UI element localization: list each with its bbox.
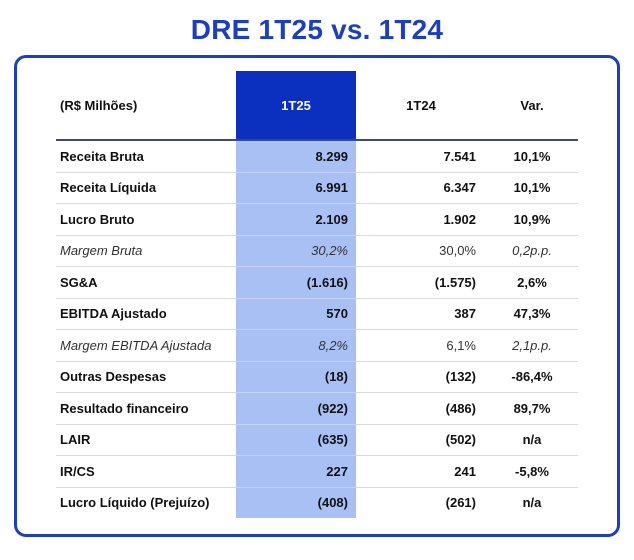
value-1t24: (132)	[356, 361, 486, 393]
value-1t24: 1.902	[356, 203, 486, 236]
header-1t25: 1T25	[236, 71, 356, 141]
table-row: Lucro Bruto 2.109 1.902 10,9%	[56, 203, 578, 236]
value-variation: n/a	[486, 424, 578, 456]
value-1t25: (922)	[236, 392, 356, 425]
value-variation: 10,1%	[486, 172, 578, 204]
header-units: (R$ Milhões)	[56, 71, 236, 141]
row-label: EBITDA Ajustado	[56, 298, 236, 330]
value-variation: 0,2p.p.	[486, 235, 578, 267]
value-variation: 2,1p.p.	[486, 329, 578, 362]
value-1t24: 30,0%	[356, 235, 486, 267]
table-row: Resultado financeiro (922) (486) 89,7%	[56, 392, 578, 425]
value-1t25: (635)	[236, 424, 356, 456]
table-row: Outras Despesas (18) (132) -86,4%	[56, 361, 578, 393]
income-statement-table: (R$ Milhões) 1T25 1T24 Var. Receita Brut…	[56, 71, 578, 518]
value-variation: 10,9%	[486, 203, 578, 236]
table-frame	[14, 55, 620, 537]
value-1t24: (486)	[356, 392, 486, 425]
value-1t24: 387	[356, 298, 486, 330]
value-variation: 10,1%	[486, 140, 578, 173]
table-row: IR/CS 227 241 -5,8%	[56, 455, 578, 488]
row-label: Margem Bruta	[56, 235, 236, 267]
value-1t25: (1.616)	[236, 266, 356, 299]
value-1t25: 2.109	[236, 203, 356, 236]
row-label: LAIR	[56, 424, 236, 456]
value-1t25: 570	[236, 298, 356, 330]
table-row: Lucro Líquido (Prejuízo) (408) (261) n/a	[56, 487, 578, 518]
table-row: LAIR (635) (502) n/a	[56, 424, 578, 456]
value-1t24: 6,1%	[356, 329, 486, 362]
header-row: (R$ Milhões) 1T25 1T24 Var.	[56, 71, 578, 141]
row-label: Lucro Líquido (Prejuízo)	[60, 495, 210, 511]
value-1t24: 7.541	[356, 140, 486, 173]
value-1t24: 241	[356, 455, 486, 488]
value-variation: 89,7%	[486, 392, 578, 425]
row-label: Lucro Bruto	[56, 203, 236, 236]
value-1t25: 6.991	[236, 172, 356, 204]
value-1t25: 8.299	[236, 140, 356, 173]
value-1t25: (408)	[317, 495, 348, 511]
table-row: Receita Bruta 8.299 7.541 10,1%	[56, 140, 578, 173]
table-row: EBITDA Ajustado 570 387 47,3%	[56, 298, 578, 330]
value-1t25: 227	[236, 455, 356, 488]
value-variation: -86,4%	[486, 361, 578, 393]
value-1t24: 6.347	[356, 172, 486, 204]
value-variation: 47,3%	[486, 298, 578, 330]
row-label: Receita Líquida	[56, 172, 236, 204]
table-row: SG&A (1.616) (1.575) 2,6%	[56, 266, 578, 299]
row-label: Receita Bruta	[56, 140, 236, 173]
value-1t24: (261)	[445, 495, 476, 511]
header-variation: Var.	[486, 71, 578, 141]
value-1t25: 8,2%	[236, 329, 356, 362]
value-1t25: 30,2%	[236, 235, 356, 267]
value-1t25: (18)	[236, 361, 356, 393]
value-1t24: (1.575)	[356, 266, 486, 299]
row-label: SG&A	[56, 266, 236, 299]
table-row: Margem Bruta 30,2% 30,0% 0,2p.p.	[56, 235, 578, 267]
row-label: Margem EBITDA Ajustada	[56, 329, 236, 362]
row-label: IR/CS	[56, 455, 236, 488]
page-title: DRE 1T25 vs. 1T24	[190, 14, 444, 45]
value-variation: -5,8%	[486, 455, 578, 488]
table-row: Receita Líquida 6.991 6.347 10,1%	[56, 172, 578, 204]
row-label: Resultado financeiro	[56, 392, 236, 425]
row-label: Outras Despesas	[56, 361, 236, 393]
table-row: Margem EBITDA Ajustada 8,2% 6,1% 2,1p.p.	[56, 329, 578, 362]
value-variation: n/a	[522, 495, 542, 511]
value-1t24: (502)	[356, 424, 486, 456]
value-variation: 2,6%	[486, 266, 578, 299]
header-1t24: 1T24	[356, 71, 486, 141]
